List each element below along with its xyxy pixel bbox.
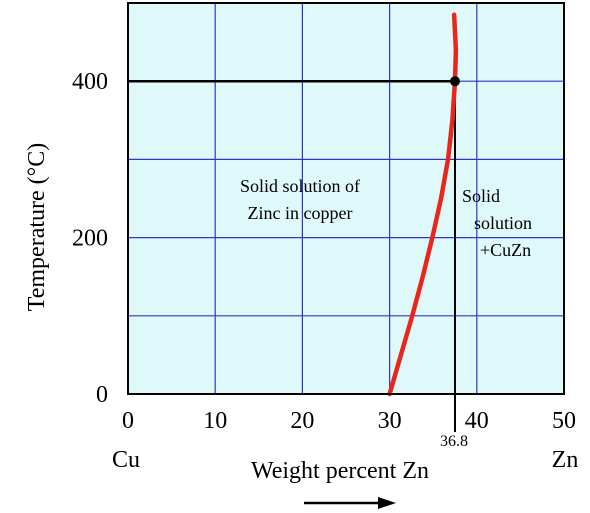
y-tick-label: 0: [96, 382, 108, 408]
y-tick-label: 200: [72, 226, 108, 252]
direction-arrow: [304, 497, 396, 509]
x-axis-title: Weight percent Zn: [251, 458, 429, 484]
region-right-line-1: Solid: [462, 186, 500, 206]
x-tick-label: 50: [552, 408, 576, 434]
x-tick-label: 30: [378, 408, 402, 434]
plot-area: [128, 3, 564, 394]
y-axis-title: Temperature (°C): [24, 143, 50, 312]
solvus-curve: [387, 12, 459, 397]
region-left-line-1: Solid solution of: [240, 176, 360, 196]
region-right-line-3: +CuZn: [480, 240, 531, 260]
x-tick-label: 10: [203, 408, 227, 434]
x-tick-label: 20: [290, 408, 314, 434]
marker-value-label: 36.8: [440, 433, 468, 450]
x-end-label-right: Zn: [552, 447, 579, 473]
highlight-point: [450, 76, 460, 87]
x-tick-labels: 0 10 20 30 40 50: [122, 408, 576, 434]
y-tick-labels: 0 200 400: [72, 69, 108, 408]
y-tick-label: 400: [72, 69, 108, 95]
x-tick-label: 40: [465, 408, 489, 434]
plot-frame: [127, 2, 565, 395]
region-right-line-2: solution: [474, 213, 532, 233]
x-end-label-left: Cu: [112, 447, 140, 473]
region-left-line-2: Zinc in copper: [248, 203, 353, 223]
reference-lines: [128, 79, 456, 432]
x-tick-label: 0: [122, 408, 134, 434]
